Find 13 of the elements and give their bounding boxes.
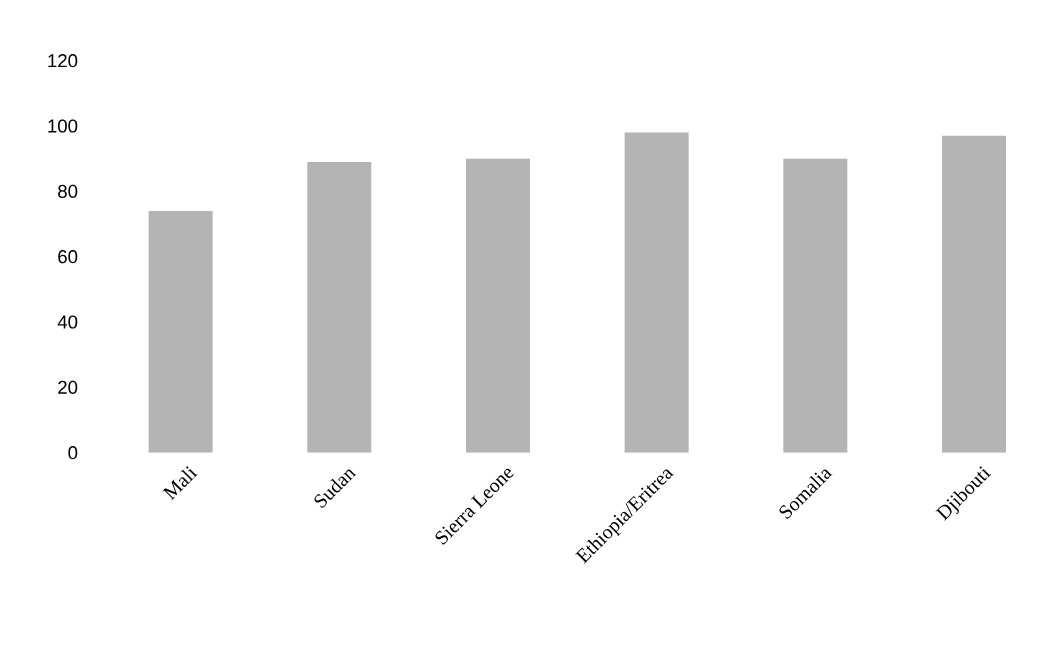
y-tick-label: 80 <box>58 184 78 198</box>
y-tick-label: 20 <box>58 380 78 394</box>
y-tick-label: 40 <box>57 315 78 329</box>
y-tick-label: 100 <box>48 119 78 133</box>
bar <box>465 158 530 453</box>
bar <box>148 210 213 453</box>
bar <box>307 161 372 453</box>
y-tick-label: 0 <box>68 446 78 460</box>
bar <box>783 158 848 453</box>
y-tick-label: 120 <box>48 54 78 68</box>
bar <box>942 135 1007 453</box>
bar <box>624 132 689 453</box>
y-tick-label: 60 <box>58 250 78 264</box>
